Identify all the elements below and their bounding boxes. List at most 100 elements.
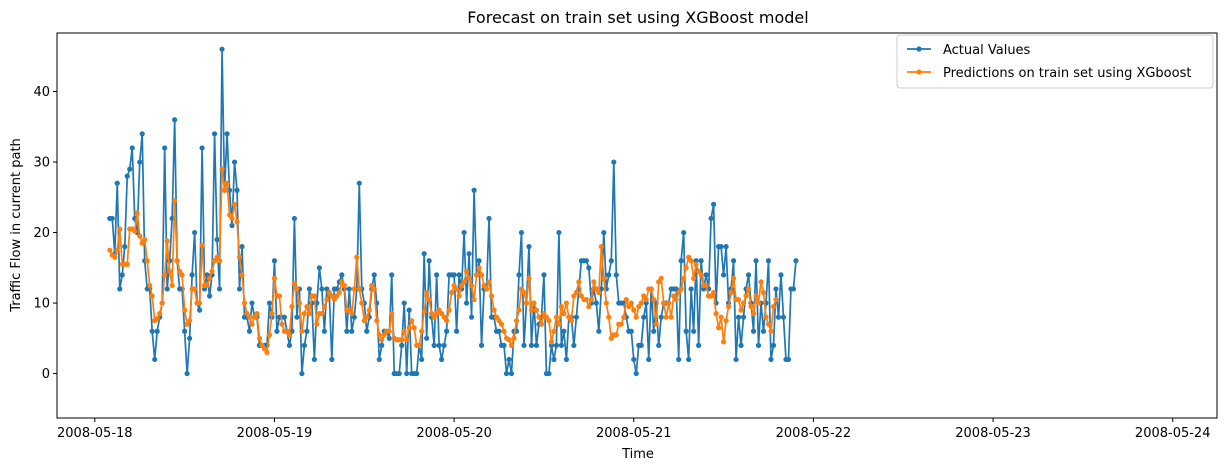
data-point bbox=[770, 342, 777, 348]
data-point bbox=[199, 242, 205, 248]
data-point bbox=[661, 300, 667, 306]
data-point bbox=[137, 233, 143, 239]
data-point bbox=[725, 303, 732, 310]
data-point bbox=[249, 300, 255, 306]
x-axis-label: Time bbox=[621, 447, 654, 462]
data-point bbox=[281, 314, 288, 320]
data-point bbox=[404, 337, 410, 343]
data-point bbox=[304, 303, 310, 310]
data-point bbox=[765, 258, 772, 264]
legend-box bbox=[896, 34, 1214, 89]
data-point bbox=[224, 180, 230, 186]
data-point bbox=[528, 342, 535, 348]
data-point bbox=[109, 215, 115, 222]
data-point bbox=[184, 370, 190, 377]
data-point bbox=[142, 237, 148, 243]
data-point bbox=[286, 332, 293, 338]
data-point bbox=[306, 311, 312, 317]
data-point bbox=[134, 210, 140, 216]
data-point bbox=[426, 296, 432, 303]
data-point bbox=[468, 314, 475, 320]
data-point bbox=[376, 356, 382, 363]
data-point bbox=[498, 321, 505, 327]
data-point bbox=[666, 300, 672, 306]
data-point bbox=[376, 332, 382, 338]
data-point bbox=[119, 272, 125, 278]
legend-marker-prediction bbox=[916, 69, 922, 75]
data-point bbox=[711, 201, 717, 207]
y-tick-label: 10 bbox=[33, 297, 50, 312]
data-point bbox=[401, 300, 407, 306]
data-point bbox=[371, 286, 377, 292]
data-point bbox=[621, 314, 627, 320]
data-point bbox=[157, 311, 163, 317]
data-point bbox=[790, 286, 797, 292]
data-point bbox=[174, 258, 180, 264]
data-point bbox=[753, 293, 759, 299]
data-point bbox=[274, 328, 280, 334]
data-point bbox=[546, 370, 552, 377]
data-point bbox=[249, 321, 255, 327]
data-point bbox=[231, 159, 238, 165]
data-point bbox=[603, 300, 609, 306]
data-point bbox=[633, 370, 639, 377]
data-point bbox=[688, 286, 694, 292]
data-point bbox=[528, 307, 535, 313]
data-point bbox=[162, 145, 168, 151]
data-point bbox=[446, 307, 452, 313]
data-point bbox=[379, 342, 385, 348]
data-point bbox=[434, 272, 440, 278]
data-point bbox=[588, 296, 594, 303]
data-point bbox=[596, 289, 602, 296]
x-tick-label: 2008-05-20 bbox=[416, 426, 492, 441]
data-point bbox=[618, 321, 624, 327]
data-point bbox=[503, 370, 510, 377]
data-point bbox=[164, 286, 170, 292]
data-point bbox=[521, 342, 527, 348]
data-point bbox=[755, 342, 762, 348]
data-point bbox=[339, 272, 345, 278]
data-point bbox=[573, 289, 579, 296]
data-point bbox=[406, 325, 412, 331]
data-point bbox=[421, 251, 427, 257]
data-point bbox=[730, 275, 737, 281]
data-point bbox=[246, 328, 253, 334]
data-point bbox=[778, 272, 784, 278]
data-point bbox=[221, 187, 228, 193]
data-point bbox=[471, 187, 477, 193]
data-point bbox=[256, 335, 263, 341]
data-point bbox=[720, 272, 727, 278]
data-point bbox=[124, 261, 130, 267]
data-point bbox=[419, 356, 425, 363]
data-point bbox=[638, 342, 644, 348]
data-point bbox=[271, 275, 278, 281]
data-point bbox=[573, 314, 579, 320]
data-point bbox=[476, 258, 482, 264]
data-point bbox=[673, 296, 679, 303]
data-point bbox=[723, 244, 729, 250]
data-point bbox=[172, 198, 178, 204]
data-point bbox=[728, 289, 734, 296]
data-point bbox=[386, 328, 392, 334]
data-point bbox=[613, 272, 619, 278]
data-point bbox=[715, 325, 722, 331]
data-point bbox=[152, 356, 158, 363]
data-point bbox=[399, 337, 405, 343]
data-point bbox=[456, 272, 462, 278]
data-point bbox=[743, 293, 749, 299]
data-point bbox=[748, 303, 754, 310]
data-point bbox=[149, 328, 155, 334]
data-point bbox=[768, 328, 774, 334]
data-point bbox=[246, 314, 253, 320]
y-tick-label: 30 bbox=[33, 156, 50, 171]
data-point bbox=[122, 244, 128, 250]
data-point bbox=[558, 342, 565, 348]
data-point bbox=[506, 337, 512, 343]
data-point bbox=[740, 314, 747, 320]
data-point bbox=[329, 356, 335, 363]
data-point bbox=[521, 289, 527, 296]
data-point bbox=[583, 296, 589, 303]
series-0 bbox=[107, 46, 799, 377]
data-point bbox=[216, 258, 223, 264]
